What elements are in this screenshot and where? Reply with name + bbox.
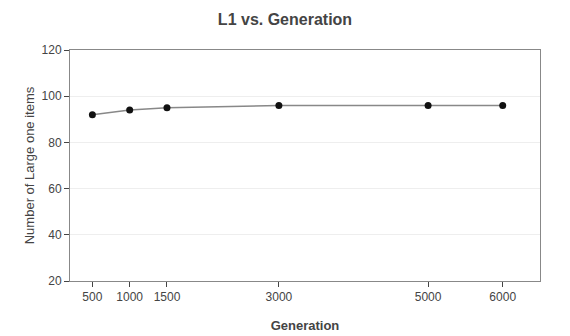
svg-text:60: 60 — [48, 182, 62, 196]
svg-text:40: 40 — [48, 228, 62, 242]
svg-text:120: 120 — [42, 43, 62, 57]
svg-text:5000: 5000 — [415, 290, 442, 304]
svg-text:80: 80 — [48, 136, 62, 150]
svg-text:20: 20 — [48, 274, 62, 288]
svg-text:1500: 1500 — [154, 290, 181, 304]
svg-text:500: 500 — [82, 290, 102, 304]
svg-text:1000: 1000 — [116, 290, 143, 304]
svg-text:6000: 6000 — [489, 290, 516, 304]
svg-text:L1 vs. Generation: L1 vs. Generation — [218, 11, 352, 28]
svg-text:3000: 3000 — [266, 290, 293, 304]
svg-text:Generation: Generation — [271, 318, 340, 333]
svg-text:Number of Large one items: Number of Large one items — [22, 86, 37, 244]
svg-text:100: 100 — [42, 89, 62, 103]
